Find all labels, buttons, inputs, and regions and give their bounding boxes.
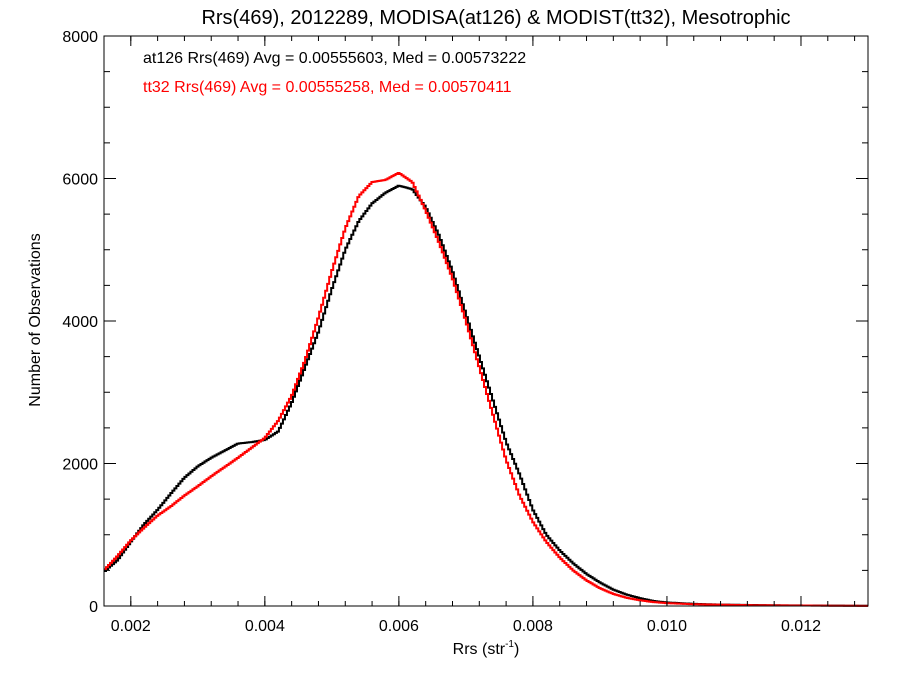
y-tick-label: 6000: [62, 172, 98, 189]
x-tick-label: 0.012: [781, 618, 821, 635]
y-axis-label: Number of Observations: [27, 233, 44, 406]
y-axis-label-group: Number of Observations: [27, 233, 44, 406]
y-tick-label: 4000: [62, 314, 98, 331]
x-axis-label-main: Rrs (str: [453, 641, 506, 658]
chart-title: Rrs(469), 2012289, MODISA(at126) & MODIS…: [201, 7, 790, 29]
x-axis-label-superscript: -1: [505, 639, 514, 650]
legend-entry-tt32: tt32 Rrs(469) Avg = 0.00555258, Med = 0.…: [143, 79, 512, 96]
x-tick-label: 0.006: [379, 618, 419, 635]
series-line-at126: [104, 184, 868, 607]
y-tick-label: 8000: [62, 29, 98, 46]
y-tick-label: 0: [89, 599, 98, 616]
series-line-tt32: [104, 171, 868, 607]
x-tick-label: 0.010: [647, 618, 687, 635]
x-tick-label: 0.008: [513, 618, 553, 635]
x-axis-label: Rrs (str-1): [453, 639, 520, 658]
x-tick-label: 0.004: [245, 618, 285, 635]
y-tick-label: 2000: [62, 457, 98, 474]
plot-frame: [103, 35, 869, 607]
legend-entry-at126: at126 Rrs(469) Avg = 0.00555603, Med = 0…: [143, 50, 526, 67]
x-axis-label-close: ): [514, 641, 519, 658]
series-layer: [104, 171, 868, 607]
x-ticks: 0.002 0.004 0.006 0.008 0.010 0.012: [103, 36, 856, 635]
x-tick-label: 0.002: [111, 618, 151, 635]
y-ticks: 0 2000 4000 6000 8000: [62, 29, 868, 616]
